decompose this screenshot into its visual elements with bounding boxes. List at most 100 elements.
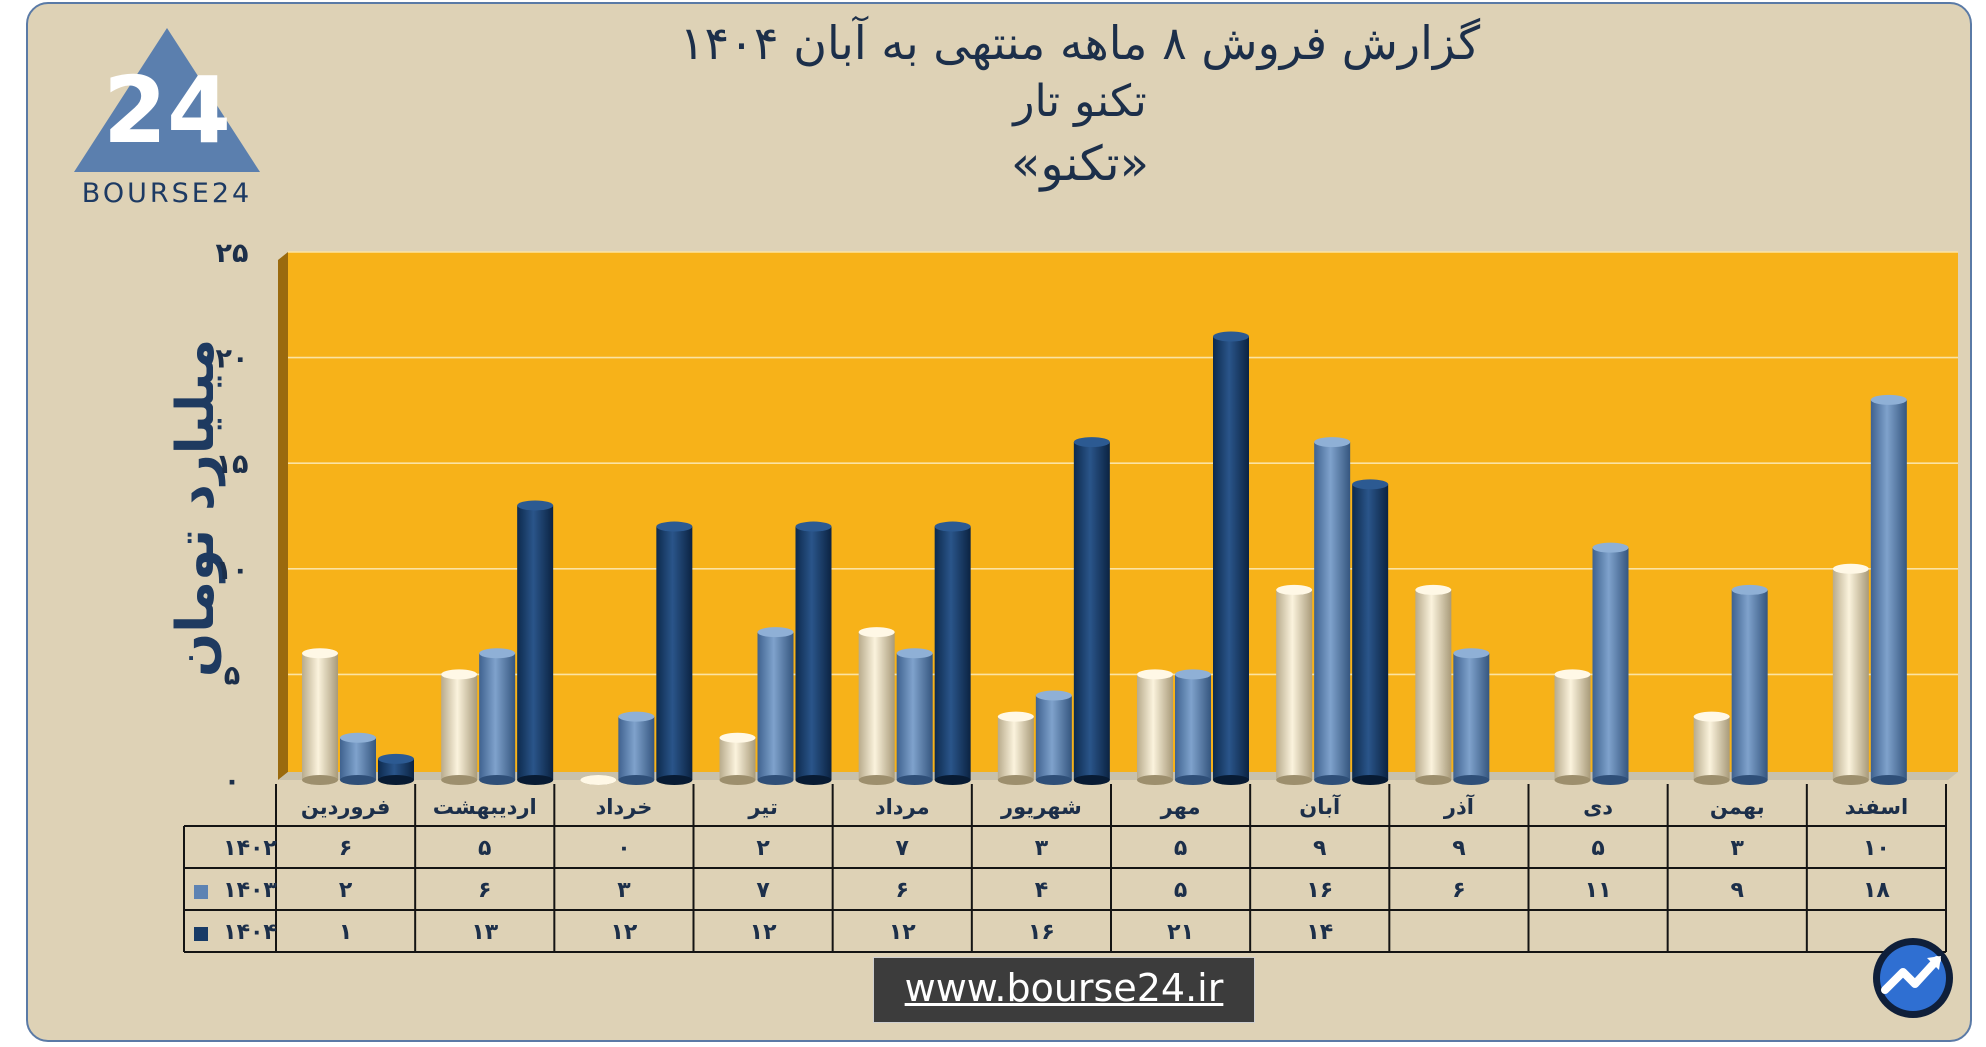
bar-base: [719, 775, 756, 785]
bar-top: [1453, 648, 1490, 659]
bar-body: [656, 526, 693, 780]
data-label: ۹: [1731, 878, 1744, 903]
bar-top: [1554, 669, 1591, 680]
website-link[interactable]: www.bourse24.ir: [904, 966, 1224, 1010]
data-label: ۹: [1313, 836, 1326, 861]
bar-body: [896, 653, 933, 780]
data-label: ۵: [1591, 836, 1604, 861]
bar-base: [441, 775, 478, 785]
legend-entry: ۱۴۰۳: [223, 878, 277, 903]
bar-base: [1554, 775, 1591, 785]
bar-top: [656, 521, 693, 532]
data-label: ۰: [617, 836, 630, 861]
bar-base: [1352, 775, 1389, 785]
bar: [1415, 584, 1452, 785]
bar: [795, 521, 832, 785]
bar-base: [1137, 775, 1173, 785]
data-label: ۱۶: [1028, 920, 1055, 945]
bar-top: [340, 732, 376, 743]
bar: [1870, 394, 1907, 785]
bar-top: [378, 753, 414, 764]
data-label: ۱۸: [1863, 878, 1890, 903]
logo-text: BOURSE24: [81, 178, 253, 209]
bar-base: [1453, 775, 1490, 785]
data-label: ۳: [1731, 836, 1745, 861]
bar-base: [757, 775, 794, 785]
bar-top: [1870, 394, 1907, 405]
bar: [1592, 542, 1629, 785]
legend-entry: ۱۴۰۴: [223, 920, 277, 945]
bar: [1554, 669, 1591, 785]
x-tick-label: خرداد: [595, 795, 652, 819]
bar: [1073, 437, 1110, 785]
bar: [1213, 331, 1249, 785]
bar-body: [719, 737, 756, 780]
bar: [1832, 563, 1869, 785]
x-tick-label: اردیبهشت: [433, 795, 537, 819]
bar: [656, 521, 693, 785]
bar: [618, 711, 655, 785]
bourse24-logo-icon: 24: [74, 28, 260, 172]
bar-base: [1314, 775, 1351, 785]
bar-top: [1276, 584, 1313, 595]
data-label: ۱۲: [610, 920, 637, 945]
bar-top: [1832, 563, 1869, 574]
data-label: ۲: [756, 836, 770, 861]
bar-top: [1035, 690, 1072, 701]
bar-body: [479, 653, 516, 780]
x-tick-label: مهر: [1160, 795, 1201, 819]
bar-top: [1693, 711, 1730, 722]
bar-body: [1314, 442, 1351, 780]
bar-top: [1314, 437, 1351, 448]
bar: [858, 627, 895, 785]
bar-base: [1870, 775, 1907, 785]
bar-top: [997, 711, 1034, 722]
bar-top: [1175, 669, 1211, 680]
y-tick-label: ۲۰: [216, 344, 249, 375]
bar-body: [934, 526, 971, 780]
bar-top: [302, 648, 338, 659]
bar-body: [795, 526, 832, 780]
bar-top: [1352, 479, 1389, 490]
plot-floor: [278, 772, 1958, 780]
bar-base: [997, 775, 1034, 785]
bar: [934, 521, 971, 785]
bar-top: [1213, 331, 1249, 342]
y-tick-label: ۱۵: [216, 449, 249, 480]
bar-body: [1693, 716, 1730, 780]
bar-body: [517, 505, 554, 780]
data-label: ۶: [1452, 878, 1465, 903]
data-label: ۷: [756, 878, 770, 903]
bar: [1693, 711, 1730, 785]
bar-base: [1175, 775, 1211, 785]
bar: [997, 711, 1034, 785]
bar-body: [618, 716, 655, 780]
bar-top: [934, 521, 971, 532]
bar-base: [795, 775, 832, 785]
bar-top: [441, 669, 478, 680]
bar-base: [517, 775, 554, 785]
website-link-box[interactable]: www.bourse24.ir: [873, 957, 1255, 1023]
bar-top: [1731, 584, 1768, 595]
bar-top: [1592, 542, 1629, 553]
bar-top: [719, 732, 756, 743]
bar: [479, 648, 516, 785]
bar-base: [934, 775, 971, 785]
x-tick-label: تیر: [747, 795, 778, 819]
data-label: ۶: [896, 878, 909, 903]
bar-base: [656, 775, 693, 785]
x-tick-label: اسفند: [1845, 795, 1909, 819]
bar: [580, 775, 617, 785]
data-label: ۲: [339, 878, 353, 903]
x-tick-label: مرداد: [875, 795, 930, 819]
bar-base: [1592, 775, 1629, 785]
bar-base: [1213, 775, 1249, 785]
legend-entry: ۱۴۰۲: [223, 836, 277, 861]
bar: [896, 648, 933, 785]
bar-body: [1554, 674, 1591, 780]
bar: [757, 627, 794, 785]
bar-top: [1073, 437, 1110, 448]
bar-top: [858, 627, 895, 638]
data-label: ۱۱: [1585, 878, 1612, 903]
data-label: ۹: [1452, 836, 1465, 861]
